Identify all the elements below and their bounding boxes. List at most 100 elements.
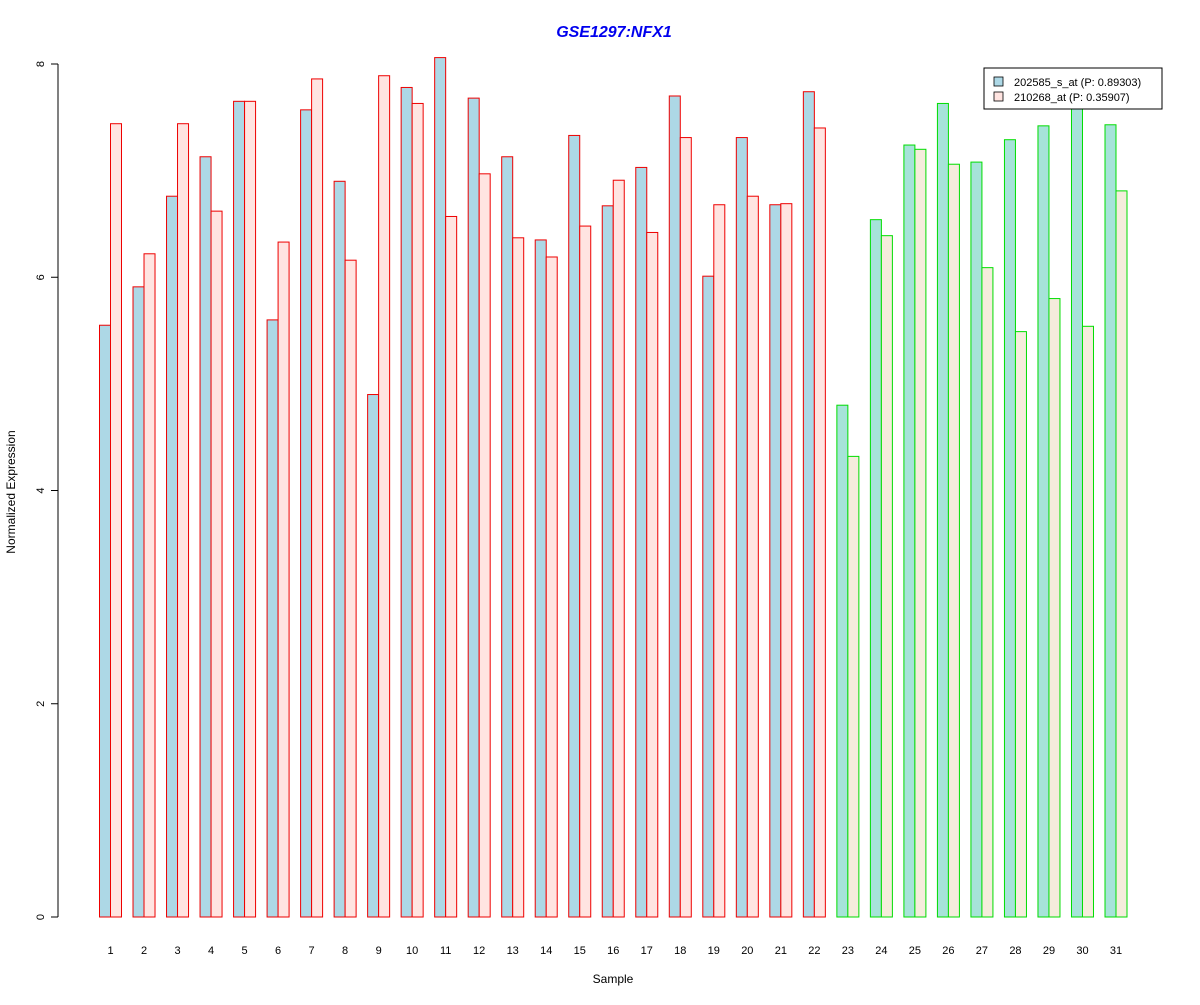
x-tick-label: 25 (909, 945, 921, 957)
legend-label-series-1: 202585_s_at (P: 0.89303) (1014, 77, 1141, 89)
bar-series-2-sample-11 (445, 215, 458, 918)
x-tick-label: 19 (708, 945, 720, 957)
bar-series-2-sample-22 (813, 127, 826, 918)
y-tick-label: 8 (35, 61, 47, 67)
bar-series-1-sample-26 (936, 102, 949, 918)
bar-series-1-sample-18 (668, 95, 681, 918)
bar-series-2-sample-2 (143, 253, 156, 918)
x-tick-label: 6 (275, 945, 281, 957)
bar-series-2-sample-10 (411, 102, 424, 918)
x-tick-label: 8 (342, 945, 348, 957)
bar-series-2-sample-19 (713, 204, 726, 918)
x-tick-label: 21 (775, 945, 787, 957)
x-tick-label: 9 (376, 945, 382, 957)
bar-series-2-sample-23 (847, 455, 860, 918)
bar-series-1-sample-5 (233, 100, 246, 918)
bar-series-2-sample-28 (1014, 331, 1027, 918)
chart-title: GSE1297:NFX1 (556, 24, 672, 41)
bar-series-1-sample-15 (568, 134, 581, 918)
bar-series-2-sample-12 (478, 173, 491, 918)
legend-label-series-2: 210268_at (P: 0.35907) (1014, 92, 1130, 104)
bar-series-1-sample-31 (1104, 124, 1117, 918)
y-tick-label: 0 (35, 914, 47, 920)
bar-series-2-sample-7 (311, 78, 324, 918)
x-tick-label: 23 (842, 945, 854, 957)
x-tick-label: 13 (507, 945, 519, 957)
bar-series-1-sample-23 (836, 404, 849, 918)
x-tick-label: 12 (473, 945, 485, 957)
bar-series-1-sample-3 (166, 195, 179, 918)
bar-series-1-sample-19 (702, 275, 715, 918)
legend-box (983, 67, 1163, 110)
bar-series-1-sample-21 (769, 204, 782, 918)
x-axis-label: Sample (593, 972, 634, 986)
y-axis: 0 2 4 6 8 (35, 61, 59, 920)
bar-series-1-sample-12 (467, 97, 480, 918)
x-tick-label: 17 (641, 945, 653, 957)
bar-series-1-sample-22 (802, 91, 815, 918)
bar-series-2-sample-3 (177, 123, 190, 918)
x-tick-label: 7 (309, 945, 315, 957)
bar-series-2-sample-14 (545, 256, 558, 918)
x-tick-label: 14 (540, 945, 552, 957)
x-tick-label: 4 (208, 945, 214, 957)
y-tick-label: 4 (35, 487, 47, 493)
bar-series-2-sample-29 (1048, 298, 1061, 918)
x-tick-label: 5 (242, 945, 248, 957)
x-tick-label: 30 (1076, 945, 1088, 957)
x-tick-label: 3 (174, 945, 180, 957)
x-tick-label: 28 (1009, 945, 1021, 957)
bar-series-2-sample-31 (1115, 190, 1128, 918)
bar-series-1-sample-7 (300, 109, 313, 918)
bar-series-1-sample-14 (534, 239, 547, 918)
bar-series-1-sample-29 (1037, 125, 1050, 918)
bar-series-2-sample-9 (378, 75, 391, 918)
legend-swatch-series-2 (993, 91, 1004, 102)
bar-series-1-sample-1 (99, 324, 111, 918)
x-tick-label: 27 (976, 945, 988, 957)
y-tick-label: 6 (35, 274, 47, 280)
bar-series-1-sample-20 (735, 137, 748, 918)
x-tick-label: 20 (741, 945, 753, 957)
bar-series-2-sample-1 (110, 123, 122, 918)
bar-series-2-sample-27 (981, 267, 994, 918)
legend-swatch-series-1 (993, 76, 1004, 87)
bar-series-1-sample-8 (333, 180, 346, 918)
bar-series-2-sample-26 (947, 163, 960, 918)
bar-series-1-sample-11 (434, 57, 447, 918)
x-tick-label: 31 (1110, 945, 1122, 957)
x-tick-label: 10 (406, 945, 418, 957)
x-tick-label: 16 (607, 945, 619, 957)
bar-series-1-sample-10 (400, 86, 413, 918)
bar-series-1-sample-16 (601, 205, 614, 918)
bar-series-1-sample-30 (1070, 106, 1083, 918)
bar-series-1-sample-27 (970, 161, 983, 918)
bar-series-1-sample-2 (132, 286, 145, 918)
bar-series-2-sample-20 (746, 195, 759, 918)
bar-series-2-sample-30 (1081, 325, 1094, 918)
x-tick-labels: 1 2 3 4 5 6 7 8 9 10 11 12 13 14 15 16 17 18 19 20 21 22 23 24 2… (107, 945, 1122, 957)
x-tick-label: 22 (808, 945, 820, 957)
bar-series-1-sample-28 (1003, 139, 1016, 918)
bar-series-1-sample-13 (501, 156, 514, 918)
bar-series-2-sample-25 (914, 148, 927, 918)
legend: 202585_s_at (P: 0.89303) 210268_at (P: 0… (983, 67, 1163, 110)
x-tick-label: 11 (440, 945, 451, 957)
bar-series-2-sample-5 (244, 100, 257, 918)
bar-series-2-sample-17 (646, 231, 659, 918)
bar-series-2-sample-4 (210, 210, 223, 918)
bar-series-1-sample-6 (266, 319, 279, 918)
x-tick-label: 1 (107, 945, 113, 957)
x-tick-label: 29 (1043, 945, 1055, 957)
bar-series-1-sample-25 (903, 144, 916, 918)
x-tick-label: 15 (574, 945, 586, 957)
bar-series-2-sample-16 (612, 179, 625, 918)
y-tick-label: 2 (35, 701, 47, 707)
bar-series-2-sample-18 (679, 137, 692, 918)
x-tick-label: 24 (875, 945, 887, 957)
bar-series-2-sample-15 (579, 225, 592, 918)
bar-series-2-sample-24 (880, 235, 893, 918)
x-tick-label: 26 (942, 945, 954, 957)
